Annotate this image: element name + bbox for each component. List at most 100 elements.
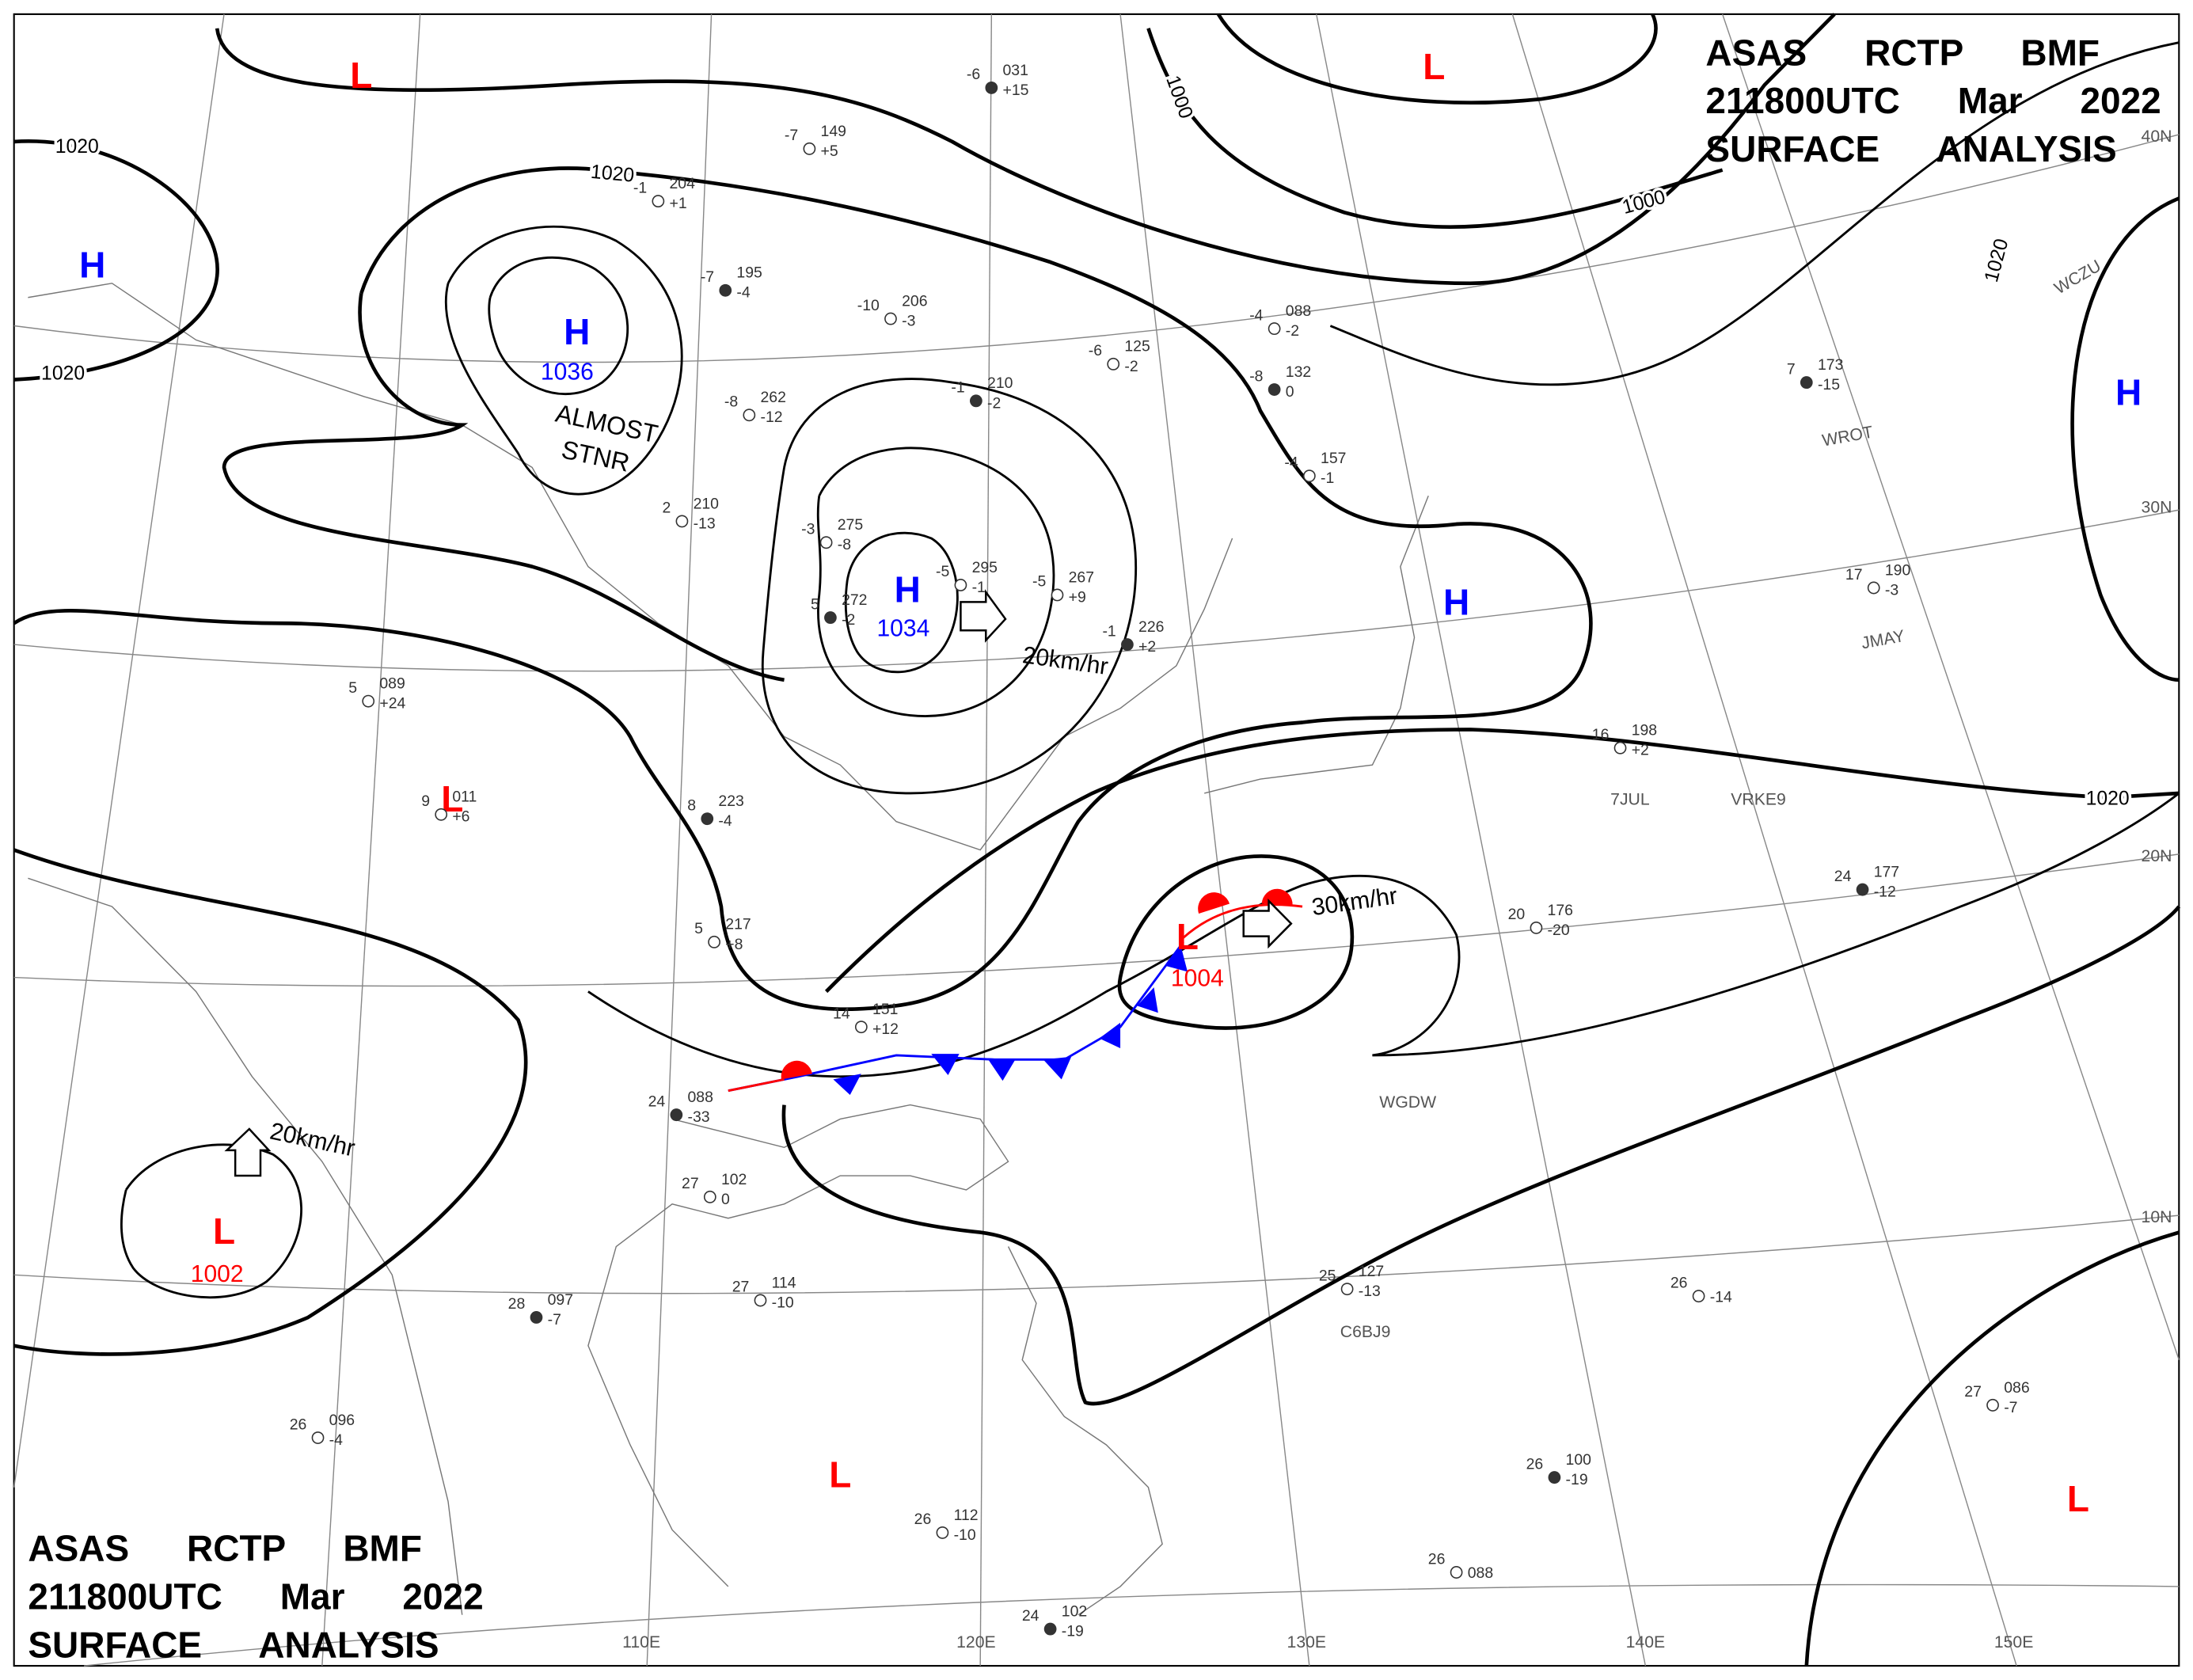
station-pressure: 176 (1548, 902, 1574, 919)
station-tendency: +9 (1069, 588, 1086, 606)
station-marker (854, 1021, 868, 1034)
station-tendency: -2 (987, 394, 1001, 412)
station-tendency: 0 (1286, 383, 1294, 401)
longitude-label: 150E (1994, 1632, 2034, 1651)
station-temperature: 26 (914, 1511, 932, 1528)
labels: ASAS RCTP BMF ASAS RCTP BMF 211800UTC Mar … (28, 32, 2172, 1665)
map-frame (13, 13, 2180, 1667)
station-pressure: 198 (1632, 722, 1658, 739)
station-temperature: -7 (785, 127, 798, 144)
station-tendency: -12 (1874, 883, 1896, 900)
station-temperature: 26 (1526, 1455, 1544, 1473)
pressure-center-high: H (2115, 371, 2142, 412)
station-pressure: 262 (760, 389, 785, 406)
station-tendency: -4 (718, 812, 732, 830)
station-temperature: -3 (801, 520, 815, 538)
pressure-center-low: L (829, 1454, 851, 1495)
station-marker (1856, 883, 1869, 896)
station-temperature: 27 (732, 1279, 750, 1296)
header-line: 211800UTC Mar 2022 (28, 1575, 483, 1617)
station-marker (530, 1311, 543, 1324)
station-marker (936, 1526, 949, 1539)
isobars (13, 13, 2181, 1667)
station-marker (362, 694, 375, 708)
station-tendency: -19 (1566, 1471, 1588, 1488)
station-marker (1121, 638, 1134, 652)
station-pressure: 272 (842, 591, 867, 609)
station-tendency: -4 (329, 1431, 343, 1449)
station-marker (884, 312, 897, 325)
station-marker (719, 283, 732, 297)
station-temperature: -4 (1249, 306, 1263, 324)
station-pressure: 217 (725, 916, 751, 933)
station-tendency: -10 (954, 1526, 976, 1544)
station-marker (1548, 1471, 1561, 1484)
station-temperature: 8 (687, 796, 696, 814)
center-pressure: 1002 (191, 1261, 244, 1287)
pressure-center-high: H (564, 311, 590, 352)
station-temperature: -5 (1032, 573, 1046, 591)
station-temperature: -6 (1089, 342, 1102, 359)
station-temperature: 28 (508, 1295, 526, 1313)
isobar-label: 1020 (41, 362, 85, 384)
isobar-label: 1020 (2086, 787, 2130, 809)
station-tendency: 0 (721, 1191, 730, 1208)
station-marker (1692, 1290, 1705, 1303)
station-marker (1986, 1398, 1999, 1412)
station-marker (1268, 383, 1281, 396)
station-marker (824, 611, 837, 625)
station-pressure: 210 (694, 495, 720, 512)
station-pressure: 223 (718, 792, 744, 810)
station-pressure: 102 (1062, 1602, 1087, 1620)
station-temperature: -1 (633, 179, 647, 196)
pressure-center-low: L (2067, 1478, 2089, 1519)
longitude-label: 110E (622, 1632, 660, 1651)
station-marker (703, 1190, 716, 1203)
pressure-center-low: L (350, 55, 372, 96)
header-line: SURFACE ANALYSIS (28, 1624, 439, 1665)
station-tendency: +24 (379, 695, 405, 713)
station-marker (701, 812, 714, 826)
station-temperature: -8 (724, 393, 738, 410)
latitude-label: 30N (2142, 498, 2172, 517)
longitude-label: 140E (1626, 1632, 1666, 1651)
station-tendency: -15 (1818, 376, 1840, 393)
station-temperature: 14 (833, 1005, 850, 1022)
station-temperature: -5 (936, 563, 949, 580)
station-marker (803, 142, 816, 155)
station-temperature: -7 (701, 268, 714, 286)
station-pressure: 267 (1069, 568, 1094, 586)
station-pressure: 206 (902, 292, 928, 310)
station-temperature: -1 (1102, 622, 1116, 640)
station-temperature: 5 (348, 679, 357, 697)
station-tendency: -12 (760, 409, 782, 426)
station-temperature: 2 (662, 500, 671, 517)
station-value: -14 (1710, 1288, 1732, 1306)
header-line: SURFACE ANALYSIS (1705, 128, 2116, 169)
latitude-label: 40N (2142, 127, 2172, 146)
station-temperature: 26 (290, 1416, 307, 1433)
station-tendency: -8 (838, 536, 851, 553)
station-marker (1867, 581, 1880, 595)
station-temperature: -10 (857, 297, 880, 314)
header-line: ASAS RCTP BMF (1705, 32, 2100, 73)
pressure-center-low: L (1423, 46, 1445, 87)
station-marker (1800, 376, 1813, 390)
station-pressure: 089 (379, 675, 405, 692)
station-marker (1268, 322, 1281, 336)
station-pressure: 151 (872, 1001, 898, 1018)
station-pressure: 096 (329, 1412, 355, 1429)
station-temperature: 24 (1834, 868, 1852, 885)
station-temperature: 5 (694, 920, 703, 937)
pressure-center-high: H (79, 244, 105, 285)
pressure-center-low: L (213, 1211, 235, 1252)
station-temperature: 20 (1508, 906, 1526, 923)
station-pressure: 011 (452, 789, 477, 806)
station-pressure: 295 (972, 559, 998, 576)
station-temperature: 25 (1319, 1267, 1336, 1284)
station-tendency: +1 (670, 195, 687, 212)
isobar-label: 1020 (55, 135, 99, 158)
station-marker (754, 1294, 767, 1307)
header-line: 211800UTC Mar 2022 (1705, 80, 2161, 121)
